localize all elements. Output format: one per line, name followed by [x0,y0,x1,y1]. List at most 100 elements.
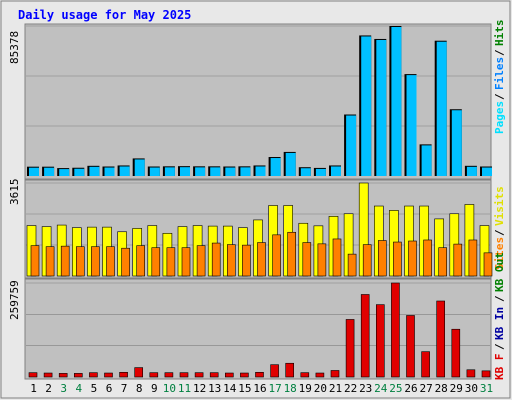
day-label: 6 [106,382,113,395]
legend-kbf: KB F [493,354,506,381]
bar-kbf [330,370,340,378]
day-label: 2 [45,382,52,395]
bar-hits [210,167,221,176]
bar-kbf [300,372,310,378]
day-label: 22 [344,382,357,395]
bar-kbf [360,294,370,378]
bar-hits [406,75,417,176]
bar-sites [377,240,387,277]
legend-pages: Pages [493,101,506,134]
bar-hits [270,158,281,176]
bar-sites [453,243,463,277]
bar-hits [29,167,39,176]
bar-hits [451,110,462,176]
bar-hits [361,36,372,176]
bar-kbf [89,372,98,378]
day-label: 20 [314,382,327,395]
bar-kbf [406,315,415,378]
day-label: 5 [91,382,98,395]
bar-hits [195,167,206,176]
bar-kbf [58,373,68,378]
bar-kbf [270,364,279,378]
bar-sites [30,245,40,277]
bar-kbf [466,369,476,378]
bar-hits [346,115,357,176]
day-label: 25 [389,382,402,395]
bar-sites [76,246,85,277]
day-label: 27 [419,382,432,395]
day-label: 23 [359,382,372,395]
bar-sites [423,239,432,277]
bar-sites [181,247,191,277]
bar-sites [121,247,130,277]
bar-kbf [74,373,83,378]
legend-sep-4: / [493,343,506,350]
bar-hits [300,168,311,176]
day-label: 15 [238,382,251,395]
legend-kbin: KB In [493,307,506,340]
bar-kbf [451,328,461,378]
bar-sites [302,242,312,277]
bar-sites [257,242,266,277]
day-label: 13 [208,382,221,395]
day-label: 28 [435,382,448,395]
day-label: 3 [60,382,67,395]
legend-visits: Sites / Visits [493,186,506,270]
bar-kbf [240,372,249,378]
day-label: 31 [480,382,493,395]
day-label: 16 [253,382,266,395]
y-max-label-visits: 3615 [8,179,21,206]
bar-sites [136,245,145,277]
bar-kbf [104,372,113,378]
day-label: 7 [121,382,128,395]
bar-sites [408,240,417,277]
bar-sites [272,234,281,277]
bar-hits [421,145,432,176]
bar-kbf [285,362,295,378]
bar-sites [483,252,493,277]
day-label: 21 [329,382,342,395]
bar-sites [106,246,115,277]
bar-sites [393,241,402,277]
bar-sites [332,238,342,277]
bar-hits [225,167,236,176]
legend-sites: Sites [493,237,506,270]
bar-sites [151,247,161,277]
bar-kbf [315,372,325,378]
day-label: 26 [404,382,417,395]
chart-title: Daily usage for May 2025 [18,8,191,22]
legend-hits: Pages / Files / Hits [493,20,506,135]
legend-kbout: KB Out [493,252,506,292]
day-label: 18 [284,382,297,395]
bar-kbf [149,372,159,378]
panel-hits: 85378 Pages / Files / Hits [8,20,506,180]
day-label: 17 [268,382,281,395]
bar-hits [331,166,341,176]
bar-hits [149,167,160,176]
bar-hits [391,27,402,176]
bar-hits [255,166,266,176]
bar-sites [211,242,221,277]
bar-hits [315,168,326,176]
bar-kbf [345,319,355,378]
bar-kbf [375,304,385,378]
bar-hits [89,166,100,176]
bar-kbf [179,372,189,378]
bar-sites [45,246,55,277]
legend-sep-3: / [493,229,506,236]
bar-sites [287,231,297,277]
day-label: 19 [299,382,312,395]
bar-sites [347,253,357,277]
day-label: 14 [223,382,237,395]
panel-kb-bg [24,278,492,380]
bar-hits [285,152,296,176]
legend-kb: KB F / KB In / KB Out [493,252,506,380]
bar-kbf [119,371,128,378]
bar-hits [376,39,387,176]
bar-kbf [421,351,430,378]
day-label: 9 [151,382,158,395]
legend-sep-5: / [493,295,506,302]
panel-visits: 3615 Sites / Visits [8,179,506,279]
bar-hits [164,167,175,176]
